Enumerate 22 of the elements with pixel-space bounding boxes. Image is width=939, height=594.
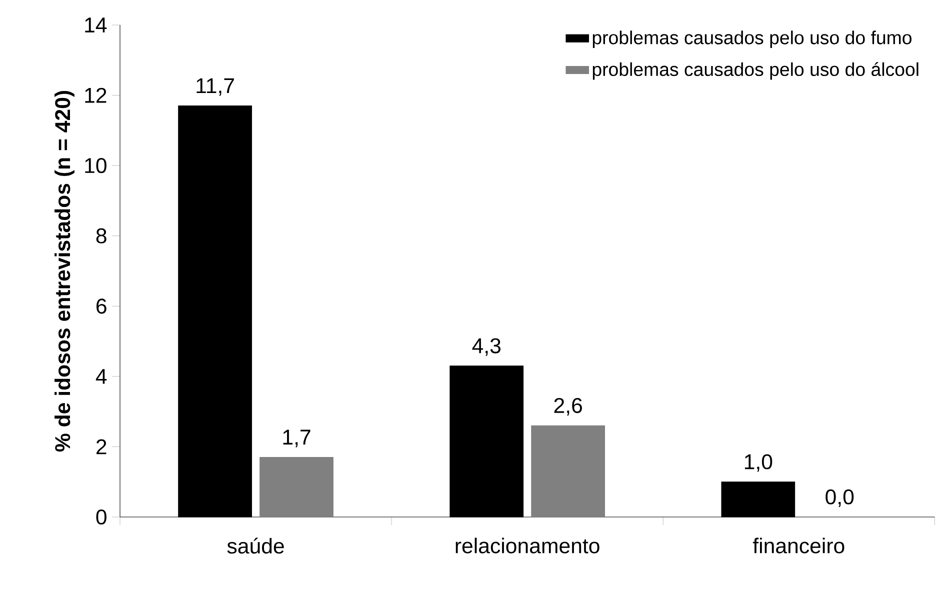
data-label: 1,7 xyxy=(283,430,310,448)
y-tick-label: 2 xyxy=(96,439,106,454)
y-tick-label: 10 xyxy=(85,158,106,174)
data-label: 11,7 xyxy=(196,78,234,96)
y-tick-label: 12 xyxy=(85,88,106,103)
y-tick-label: 14 xyxy=(85,18,107,32)
bar xyxy=(531,425,605,518)
legend-label: problemas causados pelo uso do álcool xyxy=(592,62,918,80)
data-label: 2,6 xyxy=(554,398,582,416)
x-tick-label: relacionamento xyxy=(456,538,600,554)
data-label: 1,0 xyxy=(744,454,772,472)
y-tick-label: 6 xyxy=(96,298,106,314)
data-label: 4,3 xyxy=(472,338,500,356)
y-tick-label: 4 xyxy=(96,369,107,384)
bar xyxy=(260,456,334,518)
legend-label: problemas causados pelo uso do fumo xyxy=(592,30,912,48)
y-axis-title: % de idosos entrevistados (n = 420) xyxy=(54,91,74,452)
y-tick-label: 8 xyxy=(96,228,106,244)
x-tick-label: saúde xyxy=(227,538,284,554)
data-label: 0,0 xyxy=(826,489,854,507)
x-tick-label: financeiro xyxy=(752,538,844,554)
y-tick-label: 0 xyxy=(96,509,106,525)
